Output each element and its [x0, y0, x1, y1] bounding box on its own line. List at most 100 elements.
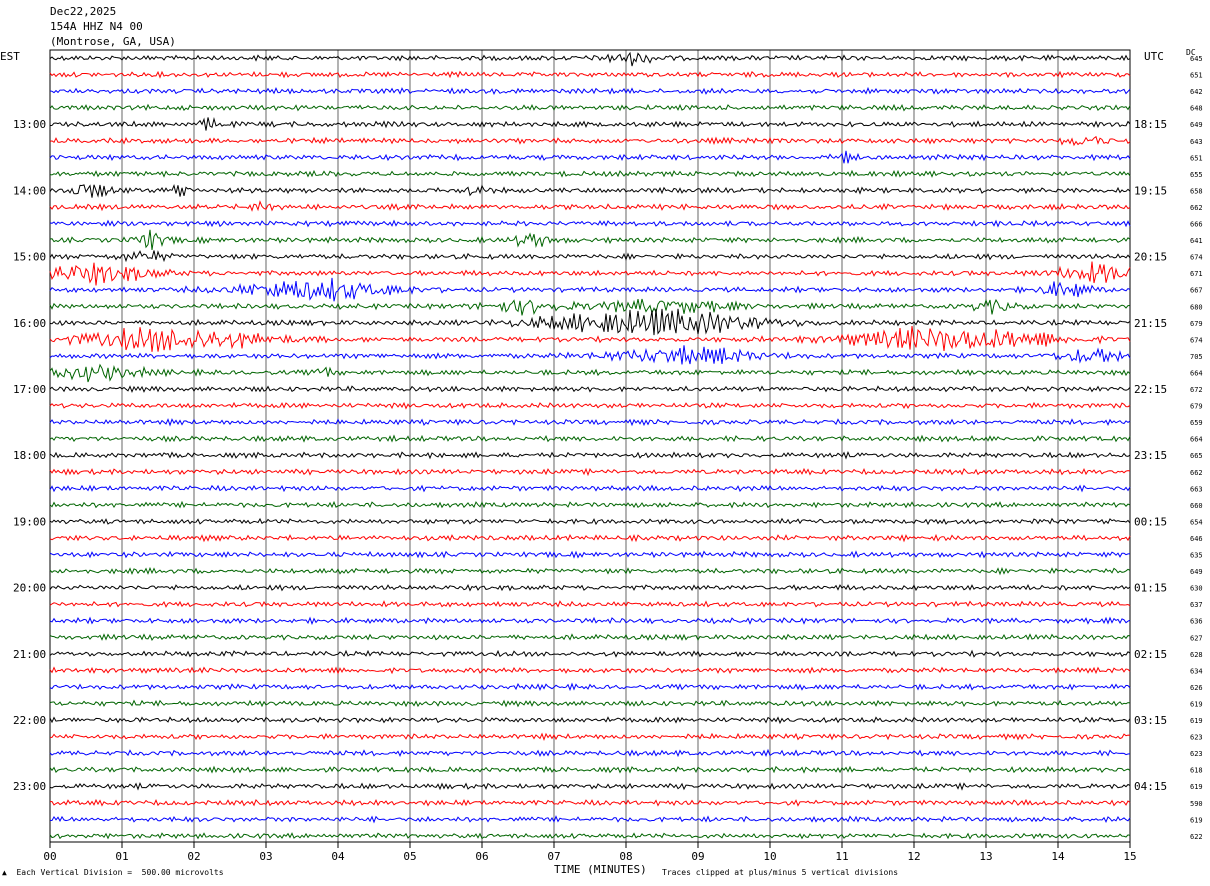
seismic-trace [49, 450, 1131, 460]
right-hour-label: 04:15 [1134, 780, 1167, 793]
seismic-trace [49, 484, 1131, 493]
seismic-trace [49, 200, 1131, 212]
dc-offset-label: 672 [1190, 386, 1203, 394]
dc-offset-label: 637 [1190, 601, 1203, 609]
left-hour-label: 13:00 [13, 118, 46, 131]
x-tick-label: 01 [115, 850, 128, 863]
right-hour-label: 22:15 [1134, 383, 1167, 396]
seismic-trace [49, 434, 1131, 443]
seismic-trace [49, 616, 1131, 626]
dc-offset-label: 674 [1190, 336, 1203, 344]
scale-note: ▲ Each Vertical Division = 500.00 microv… [2, 868, 224, 877]
x-tick-label: 12 [907, 850, 920, 863]
seismic-trace [49, 781, 1131, 791]
dc-offset-label: 649 [1190, 568, 1203, 576]
right-hour-label: 20:15 [1134, 251, 1167, 264]
seismic-trace [49, 150, 1131, 164]
seismic-trace [49, 116, 1131, 131]
x-tick-label: 08 [619, 850, 632, 863]
seismic-trace [49, 500, 1131, 509]
dc-offset-label: 635 [1190, 552, 1203, 560]
x-tick-label: 03 [259, 850, 272, 863]
seismic-trace [49, 277, 1131, 302]
dc-offset-label: 679 [1190, 320, 1203, 328]
clip-note: Traces clipped at plus/minus 5 vertical … [662, 868, 899, 877]
dc-offset-label: 643 [1190, 138, 1203, 146]
dc-offset-label: 679 [1190, 403, 1203, 411]
seismic-trace [49, 418, 1131, 427]
scale-note-text: Each Vertical Division = 500.00 microvol… [16, 868, 224, 877]
x-tick-label: 10 [763, 850, 776, 863]
dc-offset-label: 649 [1190, 121, 1203, 129]
x-tick-label: 04 [331, 850, 345, 863]
dc-offset-label: 660 [1190, 502, 1203, 510]
seismic-trace [49, 308, 1131, 336]
dc-offset-label: 645 [1190, 55, 1203, 63]
dc-offset-label: 648 [1190, 105, 1203, 113]
seismic-trace [49, 261, 1131, 286]
seismic-trace [49, 633, 1131, 642]
left-hour-label: 15:00 [13, 251, 46, 264]
x-tick-label: 00 [43, 850, 56, 863]
x-tick-label: 07 [547, 850, 560, 863]
dc-offset-label: 662 [1190, 469, 1203, 477]
dc-offset-label: 658 [1190, 187, 1203, 195]
dc-offset-label: 630 [1190, 585, 1203, 593]
dc-offset-label: 642 [1190, 88, 1203, 96]
dc-offset-label: 623 [1190, 750, 1203, 758]
seismic-trace [49, 533, 1131, 543]
seismic-trace [50, 732, 1131, 741]
seismic-trace [49, 467, 1131, 477]
dc-offset-label: 651 [1190, 72, 1203, 80]
seismic-trace [49, 517, 1131, 526]
dc-offset-label: 619 [1190, 816, 1203, 824]
right-hour-label: 19:15 [1134, 184, 1167, 197]
right-hour-label: 21:15 [1134, 317, 1167, 330]
left-hour-label: 23:00 [13, 780, 46, 793]
station-location: (Montrose, GA, USA) [50, 35, 176, 48]
dc-offset-label: 622 [1190, 833, 1203, 841]
seismic-trace [49, 385, 1131, 394]
dc-label: DC [1186, 48, 1196, 57]
dc-offset-label: 619 [1190, 783, 1203, 791]
seismic-trace [49, 184, 1131, 198]
seismic-trace [49, 765, 1131, 774]
dc-offset-label: 674 [1190, 254, 1203, 262]
dc-offset-label: 655 [1190, 171, 1203, 179]
x-tick-label: 11 [835, 850, 848, 863]
seismic-trace [49, 103, 1131, 112]
seismic-trace [49, 550, 1131, 559]
x-tick-label: 14 [1051, 850, 1065, 863]
seismic-trace [49, 600, 1131, 608]
dc-offset-label: 618 [1190, 767, 1203, 775]
dc-offset-label: 667 [1190, 287, 1203, 295]
seismic-trace [49, 832, 1131, 840]
x-axis-title: TIME (MINUTES) [554, 863, 647, 876]
left-hour-label: 18:00 [13, 449, 46, 462]
dc-offset-label: 619 [1190, 700, 1203, 708]
seismic-trace [49, 326, 1131, 352]
dc-offset-label: 662 [1190, 204, 1203, 212]
left-hour-label: 20:00 [13, 582, 46, 595]
left-hour-label: 22:00 [13, 714, 46, 727]
seismic-trace [49, 815, 1131, 824]
dc-offset-label: 634 [1190, 667, 1203, 675]
dc-offset-label: 623 [1190, 734, 1203, 742]
seismic-trace [49, 345, 1131, 365]
x-tick-label: 13 [979, 850, 992, 863]
seismic-trace [49, 219, 1131, 228]
dc-offset-label: 636 [1190, 618, 1203, 626]
dc-offset-label: 666 [1190, 221, 1203, 229]
dc-offset-label: 590 [1190, 800, 1203, 808]
plot-frame [49, 49, 1131, 843]
seismic-trace [49, 135, 1131, 147]
seismic-trace [49, 298, 1131, 316]
right-hour-label: 00:15 [1134, 515, 1167, 528]
right-hour-label: 03:15 [1134, 714, 1167, 727]
right-hour-label: 18:15 [1134, 118, 1167, 131]
dc-offset-label: 659 [1190, 419, 1203, 427]
dc-offset-label: 664 [1190, 369, 1203, 377]
dc-offset-label: 626 [1190, 684, 1203, 692]
x-tick-label: 09 [691, 850, 704, 863]
